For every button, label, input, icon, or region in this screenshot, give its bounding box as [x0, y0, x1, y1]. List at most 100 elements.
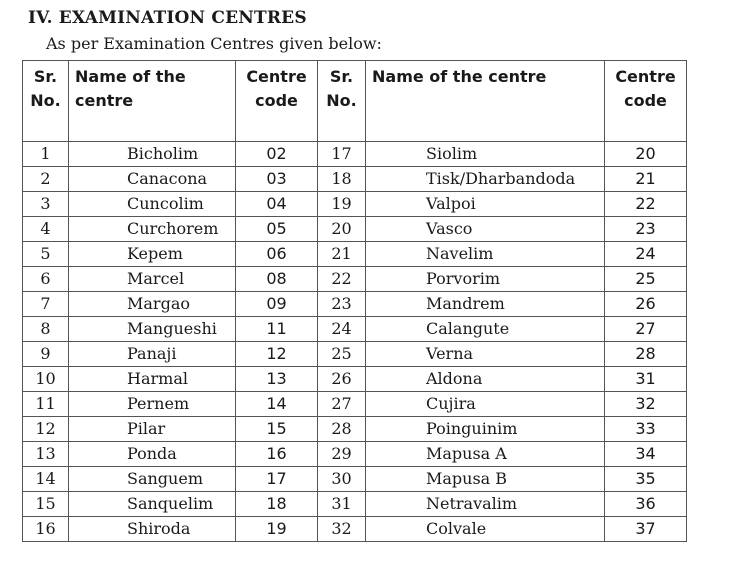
cell-centre-code-2: 28: [604, 341, 687, 367]
cell-sr-no: 11: [22, 391, 69, 417]
cell-sr-no: 13: [22, 441, 69, 467]
header-code-2: Centre code: [604, 60, 687, 142]
cell-sr-no-2: 19: [317, 191, 366, 217]
header-sr-no-line2: No.: [30, 91, 61, 110]
cell-centre-name-2: Vasco: [365, 216, 605, 242]
cell-centre-code: 19: [235, 516, 318, 542]
cell-centre-code: 13: [235, 366, 318, 392]
cell-sr-no-2: 22: [317, 266, 366, 292]
cell-centre-code: 17: [235, 466, 318, 492]
cell-sr-no-2: 26: [317, 366, 366, 392]
cell-centre-name-2: Netravalim: [365, 491, 605, 517]
cell-centre-name: Marcel: [68, 266, 236, 292]
header-sr-no: Sr. No.: [22, 60, 69, 142]
cell-sr-no: 16: [22, 516, 69, 542]
cell-centre-code-2: 25: [604, 266, 687, 292]
header-name-2: Name of the centre: [365, 60, 605, 142]
section-subheading: As per Examination Centres given below:: [46, 34, 382, 53]
table-body: 1 Bicholim 02 17 Siolim 20 2 Canacona 03 18 Tisk/D…: [22, 141, 687, 542]
cell-centre-code-2: 34: [604, 441, 687, 467]
cell-centre-name-2: Poinguinim: [365, 416, 605, 442]
cell-centre-name: Ponda: [68, 441, 236, 467]
table-row: 9 Panaji 12 25 Verna 28: [22, 341, 687, 367]
table-row: 2 Canacona 03 18 Tisk/Dharbandoda 21: [22, 166, 687, 192]
cell-centre-name-2: Cujira: [365, 391, 605, 417]
table-row: 4 Curchorem 05 20 Vasco 23: [22, 216, 687, 242]
cell-sr-no-2: 25: [317, 341, 366, 367]
table-row: 15 Sanquelim 18 31 Netravalim 36: [22, 491, 687, 517]
cell-centre-name-2: Verna: [365, 341, 605, 367]
cell-sr-no-2: 21: [317, 241, 366, 267]
table-row: 7 Margao 09 23 Mandrem 26: [22, 291, 687, 317]
cell-centre-code: 02: [235, 141, 318, 167]
cell-sr-no-2: 28: [317, 416, 366, 442]
table-row: 11 Pernem 14 27 Cujira 32: [22, 391, 687, 417]
cell-centre-name-2: Siolim: [365, 141, 605, 167]
cell-sr-no-2: 23: [317, 291, 366, 317]
cell-centre-code: 15: [235, 416, 318, 442]
cell-sr-no-2: 24: [317, 316, 366, 342]
header-sr-no-2-line2: No.: [326, 91, 357, 110]
cell-centre-code: 11: [235, 316, 318, 342]
header-sr-no-line1: Sr.: [33, 67, 58, 86]
cell-centre-code-2: 35: [604, 466, 687, 492]
cell-centre-name-2: Porvorim: [365, 266, 605, 292]
header-code-2-line2: code: [624, 91, 667, 110]
cell-sr-no: 10: [22, 366, 69, 392]
cell-centre-code-2: 27: [604, 316, 687, 342]
cell-centre-code-2: 20: [604, 141, 687, 167]
header-name-2-text: Name of the centre: [372, 67, 547, 86]
table-row: 6 Marcel 08 22 Porvorim 25: [22, 266, 687, 292]
header-code-line1: Centre: [246, 67, 307, 86]
cell-centre-code-2: 26: [604, 291, 687, 317]
table-row: 5 Kepem 06 21 Navelim 24: [22, 241, 687, 267]
cell-centre-code: 03: [235, 166, 318, 192]
cell-sr-no: 4: [22, 216, 69, 242]
examination-centres-table: Sr. No. Name of the centre Centre code S…: [22, 60, 687, 542]
cell-centre-name: Bicholim: [68, 141, 236, 167]
cell-centre-name: Panaji: [68, 341, 236, 367]
cell-centre-code: 05: [235, 216, 318, 242]
cell-centre-code-2: 23: [604, 216, 687, 242]
cell-centre-code: 12: [235, 341, 318, 367]
cell-centre-code-2: 33: [604, 416, 687, 442]
table-row: 8 Mangueshi 11 24 Calangute 27: [22, 316, 687, 342]
cell-centre-name: Canacona: [68, 166, 236, 192]
cell-centre-name-2: Mapusa A: [365, 441, 605, 467]
cell-centre-code: 08: [235, 266, 318, 292]
cell-sr-no: 14: [22, 466, 69, 492]
header-code-line2: code: [255, 91, 298, 110]
cell-centre-name: Sanquelim: [68, 491, 236, 517]
cell-centre-code: 09: [235, 291, 318, 317]
cell-sr-no-2: 32: [317, 516, 366, 542]
cell-centre-code: 04: [235, 191, 318, 217]
cell-centre-name-2: Aldona: [365, 366, 605, 392]
cell-sr-no: 2: [22, 166, 69, 192]
cell-centre-code: 16: [235, 441, 318, 467]
table-row: 1 Bicholim 02 17 Siolim 20: [22, 141, 687, 167]
cell-centre-name-2: Mapusa B: [365, 466, 605, 492]
cell-sr-no-2: 29: [317, 441, 366, 467]
header-name-line1: Name of the: [75, 67, 186, 86]
cell-sr-no: 6: [22, 266, 69, 292]
cell-centre-name: Cuncolim: [68, 191, 236, 217]
cell-centre-code-2: 37: [604, 516, 687, 542]
cell-sr-no: 3: [22, 191, 69, 217]
cell-centre-name-2: Calangute: [365, 316, 605, 342]
cell-centre-code: 18: [235, 491, 318, 517]
cell-centre-name-2: Tisk/Dharbandoda: [365, 166, 605, 192]
cell-centre-code-2: 24: [604, 241, 687, 267]
table-row: 13 Ponda 16 29 Mapusa A 34: [22, 441, 687, 467]
table-row: 10 Harmal 13 26 Aldona 31: [22, 366, 687, 392]
cell-centre-code-2: 21: [604, 166, 687, 192]
cell-centre-code: 06: [235, 241, 318, 267]
cell-centre-name: Curchorem: [68, 216, 236, 242]
table-row: 12 Pilar 15 28 Poinguinim 33: [22, 416, 687, 442]
table-row: 14 Sanguem 17 30 Mapusa B 35: [22, 466, 687, 492]
cell-centre-name: Shiroda: [68, 516, 236, 542]
cell-sr-no-2: 20: [317, 216, 366, 242]
header-code-2-line1: Centre: [615, 67, 676, 86]
cell-centre-name-2: Colvale: [365, 516, 605, 542]
table-row: 16 Shiroda 19 32 Colvale 37: [22, 516, 687, 542]
cell-sr-no-2: 31: [317, 491, 366, 517]
